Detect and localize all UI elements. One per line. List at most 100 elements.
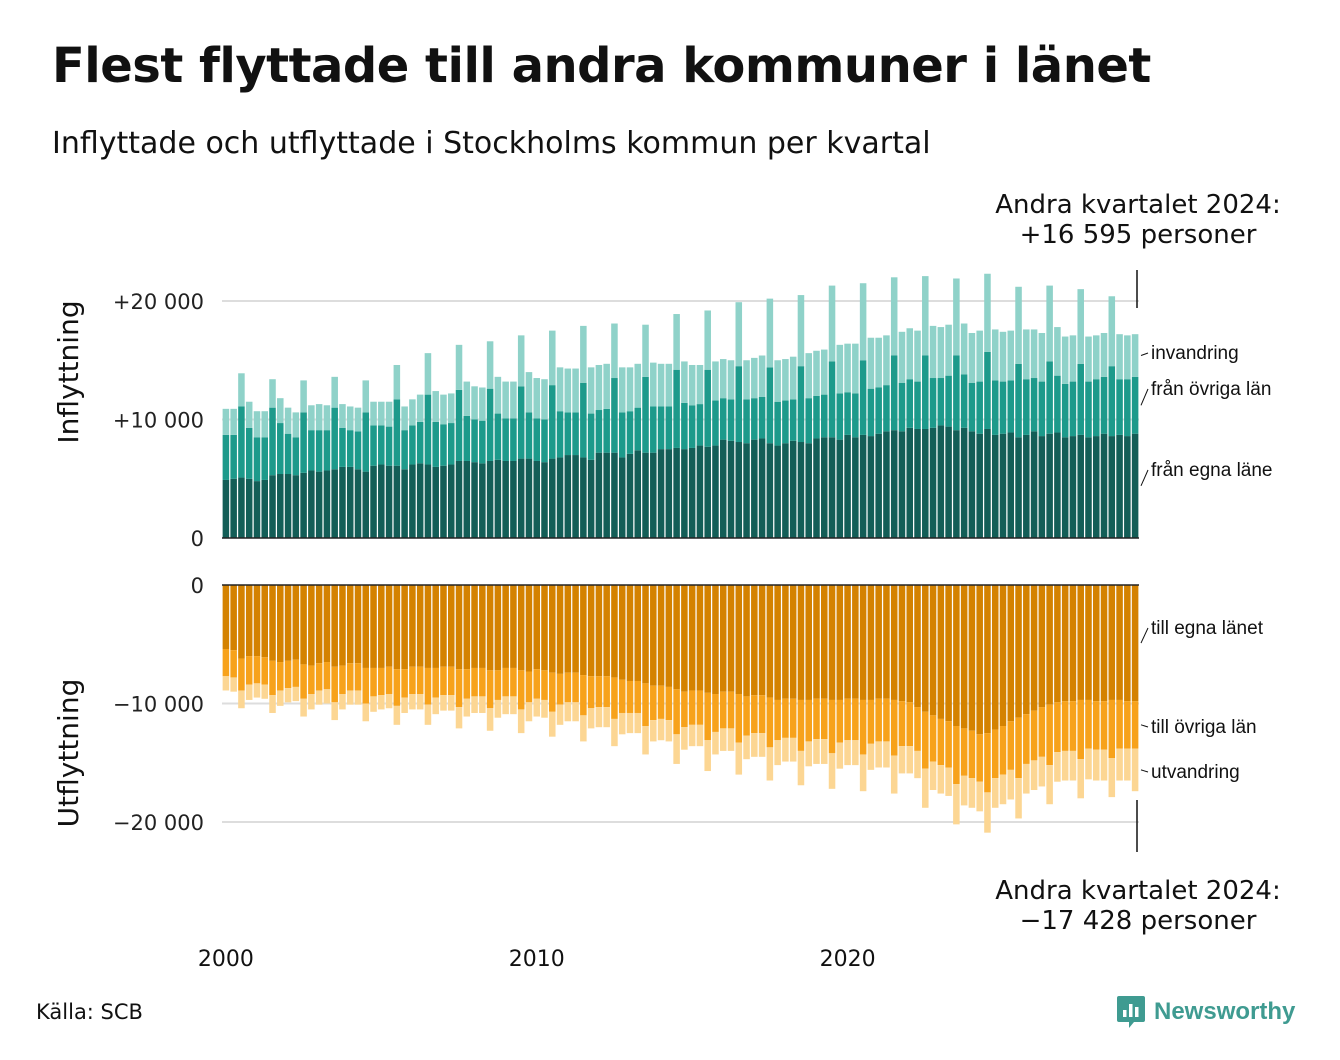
outflow-bar-own-county bbox=[867, 585, 875, 700]
inflow-bar-immigration bbox=[611, 323, 618, 379]
outflow-bar-emigration bbox=[766, 747, 774, 781]
outflow-bar-own-county bbox=[774, 585, 781, 700]
outflow-bar-emigration bbox=[556, 704, 564, 725]
outflow-bar-emigration bbox=[424, 704, 432, 725]
inflow-bar-own-county bbox=[230, 478, 237, 538]
outflow-bar-own-county bbox=[533, 585, 540, 670]
outflow-bar-other-counties bbox=[828, 699, 836, 754]
inflow-bar-immigration bbox=[230, 408, 237, 435]
inflow-bar-other-counties bbox=[875, 387, 882, 434]
series-label-leader bbox=[1140, 724, 1149, 728]
inflow-bar-immigration bbox=[960, 323, 968, 375]
outflow-bar-emigration bbox=[929, 761, 937, 791]
outflow-bar-emigration bbox=[362, 703, 370, 722]
outflow-bar-own-county bbox=[813, 585, 820, 699]
outflow-bar-emigration bbox=[245, 684, 253, 700]
outflow-bar-emigration bbox=[1131, 748, 1139, 792]
inflow-tick-label: 0 bbox=[191, 527, 204, 551]
outflow-bar-own-county bbox=[222, 585, 230, 649]
callout-inflow-line2: +16 595 personer bbox=[1019, 220, 1257, 250]
newsworthy-logo[interactable]: Newsworthy bbox=[1116, 994, 1295, 1030]
inflow-bar-own-county bbox=[960, 427, 968, 538]
outflow-bar-other-counties bbox=[766, 697, 774, 748]
outflow-bar-own-county bbox=[751, 585, 758, 696]
inflow-bar-own-county bbox=[1015, 437, 1022, 538]
outflow-axis-label: Utflyttning bbox=[52, 679, 85, 828]
inflow-bar-immigration bbox=[455, 344, 463, 390]
outflow-bar-own-county bbox=[999, 585, 1007, 727]
outflow-bar-other-counties bbox=[440, 666, 447, 696]
outflow-bar-own-county bbox=[447, 585, 455, 667]
outflow-bar-emigration bbox=[758, 733, 766, 757]
outflow-bar-other-counties bbox=[401, 669, 408, 698]
outflow-bar-own-county bbox=[719, 585, 727, 692]
inflow-bar-immigration bbox=[844, 343, 851, 393]
outflow-bar-emigration bbox=[696, 724, 704, 747]
outflow-bar-emigration bbox=[859, 754, 867, 792]
inflow-bar-immigration bbox=[479, 387, 486, 421]
outflow-bar-emigration bbox=[331, 702, 338, 721]
inflow-bar-own-county bbox=[440, 465, 447, 538]
inflow-bar-own-county bbox=[494, 459, 502, 538]
inflow-bar-own-county bbox=[1046, 433, 1053, 538]
outflow-bar-emigration bbox=[657, 718, 665, 741]
outflow-bar-emigration bbox=[712, 731, 719, 755]
inflow-bar-immigration bbox=[999, 331, 1007, 382]
outflow-bar-own-county bbox=[1100, 585, 1108, 702]
outflow-bar-other-counties bbox=[1085, 699, 1092, 749]
inflow-bar-immigration bbox=[603, 363, 610, 409]
outflow-bar-emigration bbox=[432, 697, 439, 715]
inflow-bar-immigration bbox=[859, 283, 867, 361]
inflow-bar-other-counties bbox=[789, 399, 797, 441]
inflow-bar-own-county bbox=[447, 464, 455, 538]
inflow-bar-own-county bbox=[393, 465, 401, 538]
inflow-bar-own-county bbox=[1023, 434, 1030, 538]
outflow-bar-other-counties bbox=[735, 694, 743, 743]
outflow-bar-emigration bbox=[821, 739, 828, 764]
outflow-bar-emigration bbox=[805, 741, 812, 767]
outflow-bar-own-county bbox=[929, 585, 937, 716]
inflow-bar-immigration bbox=[813, 350, 820, 396]
inflow-bar-immigration bbox=[1054, 327, 1061, 376]
inflow-bar-own-county bbox=[618, 457, 626, 538]
outflow-bar-own-county bbox=[626, 585, 634, 681]
outflow-bar-own-county bbox=[953, 585, 960, 727]
outflow-bar-other-counties bbox=[1069, 701, 1077, 751]
outflow-bar-emigration bbox=[922, 768, 929, 808]
inflow-bar-own-county bbox=[541, 462, 548, 538]
outflow-bar-emigration bbox=[719, 728, 727, 751]
inflow-bar-immigration bbox=[984, 273, 991, 352]
inflow-bar-other-counties bbox=[844, 392, 851, 435]
outflow-bar-emigration bbox=[354, 690, 362, 705]
outflow-bar-emigration bbox=[541, 699, 548, 718]
inflow-bar-own-county bbox=[937, 425, 945, 538]
inflow-bar-immigration bbox=[463, 381, 471, 416]
newsworthy-chart-bubble-icon bbox=[1117, 996, 1145, 1028]
inflow-bar-other-counties bbox=[463, 415, 471, 461]
outflow-bar-emigration bbox=[743, 735, 750, 760]
outflow-bar-emigration bbox=[828, 753, 836, 789]
inflow-bar-immigration bbox=[704, 310, 711, 370]
outflow-bar-other-counties bbox=[1023, 714, 1030, 764]
outflow-bar-other-counties bbox=[906, 702, 914, 747]
outflow-bar-other-counties bbox=[292, 659, 300, 687]
inflow-bar-immigration bbox=[580, 325, 587, 383]
outflow-bar-other-counties bbox=[1116, 699, 1123, 749]
inflow-bar-other-counties bbox=[626, 411, 634, 454]
inflow-bar-other-counties bbox=[758, 396, 766, 439]
outflow-bar-emigration bbox=[789, 737, 797, 762]
inflow-bar-immigration bbox=[852, 343, 859, 394]
outflow-bar-emigration bbox=[1061, 750, 1069, 781]
outflow-bar-emigration bbox=[688, 724, 696, 747]
outflow-bar-own-county bbox=[665, 585, 673, 687]
inflow-bar-other-counties bbox=[665, 406, 673, 450]
inflow-bar-other-counties bbox=[331, 407, 338, 470]
outflow-bar-other-counties bbox=[650, 685, 657, 721]
inflow-bar-other-counties bbox=[1124, 379, 1131, 437]
inflow-bar-own-county bbox=[238, 477, 245, 538]
outflow-bar-other-counties bbox=[673, 689, 680, 735]
outflow-bar-other-counties bbox=[999, 726, 1007, 775]
inflow-bar-immigration bbox=[510, 381, 517, 419]
inflow-bar-own-county bbox=[1069, 436, 1077, 538]
inflow-bar-immigration bbox=[587, 367, 595, 414]
